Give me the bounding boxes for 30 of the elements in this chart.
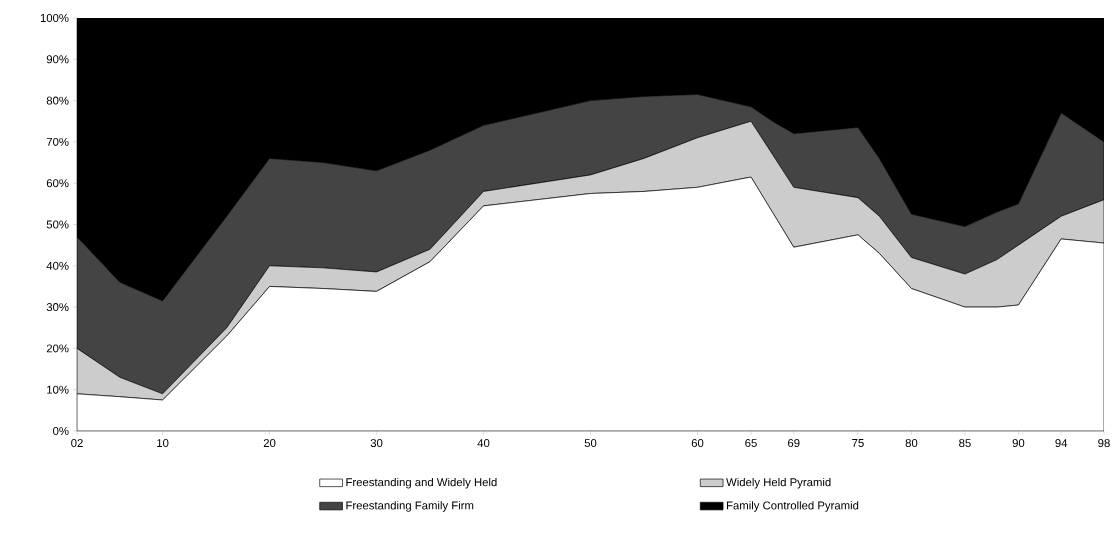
x-tick-label: 50: [584, 439, 597, 448]
y-tick-label: 60%: [46, 179, 69, 188]
x-tick-label: 02: [71, 439, 83, 448]
legend-label: Widely Held Pyramid: [726, 477, 831, 489]
legend-label: Freestanding Family Firm: [346, 501, 474, 512]
x-tick-label: 98: [1098, 439, 1110, 448]
legend-label: Family Controlled Pyramid: [726, 501, 859, 512]
y-tick-label: 80%: [46, 96, 69, 105]
y-tick-label: 10%: [47, 385, 69, 394]
y-tick-label: 100%: [40, 13, 69, 22]
x-tick-label: 75: [852, 439, 864, 447]
x-tick-label: 40: [477, 439, 490, 448]
y-tick-label: 90%: [46, 55, 69, 64]
x-tick-label: 80: [905, 439, 918, 448]
x-tick-label: 20: [263, 439, 276, 448]
y-tick-label: 40%: [46, 261, 69, 270]
y-tick-label: 0%: [53, 426, 69, 435]
x-tick-label: 94: [1055, 439, 1068, 448]
x-tick-label: 65: [745, 439, 757, 448]
x-tick-label: 10: [157, 439, 169, 448]
y-tick-label: 30%: [46, 303, 69, 312]
y-tick-label: 20%: [46, 344, 69, 353]
y-tick-label: 70%: [46, 137, 69, 146]
legend-label: Freestanding and Widely Held: [346, 477, 497, 489]
x-tick-label: 30: [370, 439, 383, 448]
y-tick-label: 50%: [46, 220, 69, 229]
x-tick-label: 69: [788, 439, 800, 448]
x-tick-label: 85: [959, 439, 971, 448]
x-tick-label: 60: [691, 439, 704, 448]
x-tick-label: 90: [1012, 439, 1025, 448]
